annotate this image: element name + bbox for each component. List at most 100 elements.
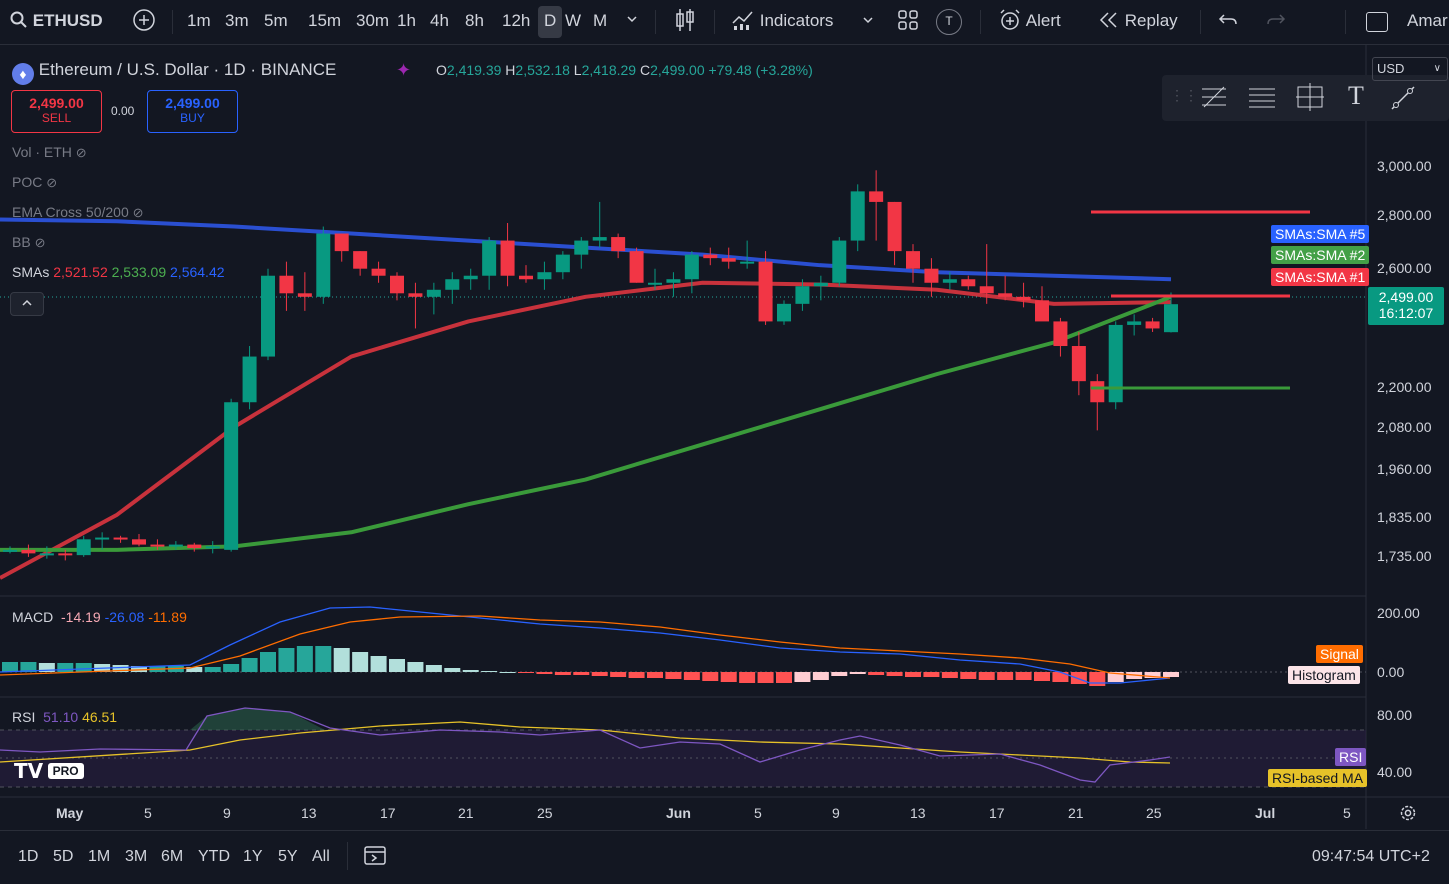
symbol-search[interactable]: ETHUSD [10,0,103,44]
tool-text-icon[interactable]: T [1348,81,1364,110]
histogram-tag: Histogram [1288,666,1360,684]
candle-body [961,279,976,287]
sma-2-line[interactable] [0,294,1172,552]
indicator-poc[interactable]: POC ⊘ [12,174,57,191]
range-YTD[interactable]: YTD [198,848,230,865]
chart-canvas[interactable] [0,45,1449,829]
candle-body [150,544,165,547]
candle-body [3,549,17,552]
user-name[interactable]: Amar [1407,11,1448,30]
drag-handle-icon[interactable]: ⋮⋮ [1170,87,1198,103]
macd-histogram-bar [481,671,498,672]
interval-15m[interactable]: 15m [308,11,342,30]
macd-histogram-bar [941,672,958,678]
interval-4h[interactable]: 4h [430,11,449,30]
interval-12h[interactable]: 12h [502,11,531,30]
eye-hidden-icon[interactable]: ⊘ [75,145,87,160]
indicator-bb-label: BB [12,234,31,250]
replay-button[interactable]: Replay [1098,0,1178,44]
macd-line [0,606,1171,684]
divider [347,842,348,870]
rsi-legend[interactable]: RSI 51.10 46.51 [12,709,117,725]
candle-body [500,240,515,276]
macd-histogram-bar [573,672,590,675]
interval-30m[interactable]: 30m [356,11,390,30]
indicators-button[interactable]: Indicators [731,0,833,44]
divider [980,10,981,34]
buy-button[interactable]: 2,499.00 BUY [147,90,238,133]
layouts-button[interactable] [897,0,919,44]
date-range-button[interactable] [363,844,387,871]
sell-label: SELL [41,111,72,125]
tool-trendline-icon[interactable] [1388,83,1418,113]
tool-fib-icon[interactable] [1198,83,1230,113]
range-All[interactable]: All [312,848,330,865]
macd-histogram-bar [57,663,74,672]
interval-M[interactable]: M [593,11,608,30]
eye-hidden-icon[interactable]: ⊘ [46,175,58,190]
eye-hidden-icon[interactable]: ⊘ [34,235,46,250]
tradingview-logo[interactable]: 𝗧𝗩 PRO [14,759,84,783]
clock[interactable]: 09:47:54 UTC+2 [1312,848,1430,865]
macd-legend[interactable]: MACD -14.19 -26.08 -11.89 [12,609,187,625]
data-provider-icon[interactable]: ✦ [396,60,412,80]
sell-button[interactable]: 2,499.00 SELL [11,90,102,133]
candle-body [297,293,312,297]
time-axis-label: 21 [1068,805,1084,821]
compare-button[interactable] [132,0,156,44]
interval-dropdown[interactable] [626,0,638,44]
time-axis-label: 5 [1343,805,1351,821]
redo-button[interactable] [1266,0,1286,44]
indicator-bb[interactable]: BB ⊘ [12,234,45,251]
template-button[interactable]: T [936,0,962,44]
tool-measure-icon[interactable] [1294,81,1326,113]
interval-W[interactable]: W [565,11,582,30]
range-6M[interactable]: 6M [161,848,184,865]
candle-body [334,233,349,252]
interval-3m[interactable]: 3m [225,11,249,30]
range-3M[interactable]: 3M [125,848,148,865]
interval-1h[interactable]: 1h [397,11,416,30]
collapse-legend-button[interactable] [10,292,44,316]
undo-icon [1218,14,1237,25]
sma5-tag: SMAs:SMA #5 [1271,225,1370,243]
candle-body [76,539,91,556]
chart-settings-button[interactable] [1398,803,1418,828]
macd-histogram-bar [1144,672,1161,678]
interval-D[interactable]: D [538,6,563,38]
macd-histogram-bar [794,672,811,682]
indicator-smas[interactable]: SMAs 2,521.52 2,533.09 2,564.42 [12,264,225,280]
macd-hist-value: -14.19 [61,609,101,625]
interval-1m[interactable]: 1m [187,11,211,30]
candle-body [721,258,736,262]
alert-button[interactable]: Alert [998,0,1061,44]
candle-body [1071,346,1086,382]
chart-type-button[interactable] [674,0,696,44]
range-1Y[interactable]: 1Y [243,848,263,865]
tool-lines-icon[interactable] [1246,83,1278,113]
undo-button[interactable] [1218,0,1238,44]
macd-histogram-bar [333,648,350,672]
macd-histogram-bar [702,672,719,681]
macd-histogram-bar [923,672,940,677]
fullscreen-button[interactable] [1366,0,1388,44]
currency-selector[interactable]: USD ∨ [1372,57,1448,81]
price-axis-label: 2,200.00 [1377,379,1432,395]
interval-8h[interactable]: 8h [465,11,484,30]
interval-5m[interactable]: 5m [264,11,288,30]
range-5D[interactable]: 5D [53,848,74,865]
indicators-dropdown[interactable] [862,0,874,44]
candle-body [242,356,257,403]
indicator-vol[interactable]: Vol · ETH ⊘ [12,144,87,161]
range-1M[interactable]: 1M [88,848,111,865]
macd-histogram-bar [75,663,92,672]
rsi-label: RSI [12,709,36,725]
symbol-header[interactable]: ♦ Ethereum / U.S. Dollar · 1D · BINANCE [12,60,336,85]
macd-histogram-bar [112,665,129,672]
sma-1-line[interactable] [0,280,1172,580]
range-1D[interactable]: 1D [18,848,39,865]
macd-histogram-bar [997,672,1014,680]
indicator-ema-cross[interactable]: EMA Cross 50/200 ⊘ [12,204,144,221]
range-5Y[interactable]: 5Y [278,848,298,865]
eye-hidden-icon[interactable]: ⊘ [132,205,144,220]
